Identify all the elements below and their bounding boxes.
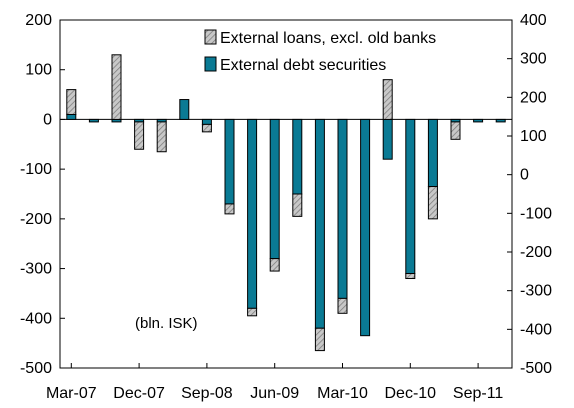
bar-securities-Sep-08 [201,118,212,125]
left-tick-label: -300 [20,261,52,278]
bar-loans-Mar-07 [66,89,77,115]
bar-securities-Mar-09 [247,118,258,309]
left-y-axis: 200 100 0 -100 -200 -300 -400 -500 [20,12,65,377]
left-tick-label: -400 [20,310,52,327]
right-tick-label: -200 [520,244,552,261]
bar-loans-Sep-07 [111,54,122,120]
right-tick-label: 300 [520,51,547,68]
bar-loans-Mar-11 [427,186,438,220]
bar-loans-Dec-09 [314,327,325,352]
bar-securities-Sep-11 [473,118,484,123]
bar-loans-Jun-11 [450,121,461,140]
bar-loans-Mar-08 [156,121,167,153]
bar-securities-Sep-09 [292,118,303,195]
bar-securities-Jun-09 [269,118,280,260]
x-axis: Mar-07 Dec-07 Sep-08 Jun-09 Mar-10 Dec-10 Sep-… [46,363,503,402]
bar-loans-Jun-09 [269,258,280,272]
legend-label-securities: External debt securities [220,57,386,74]
right-y-axis: 400 300 200 100 0 -100 -200 -300 -400 -500 [507,12,552,377]
x-tick-label: Jun-09 [250,385,299,402]
bar-securities-Jun-08 [179,99,190,120]
bar-securities-Dec-09 [314,118,325,329]
bar-securities-Mar-11 [427,118,438,188]
right-tick-label: -400 [520,321,552,338]
legend: External loans, excl. old banks External… [204,29,436,74]
bar-loans-Sep-08 [201,123,212,133]
bar-loans-Mar-10 [337,297,348,314]
bar-securities-Dec-08 [224,118,235,205]
bars-group [66,54,506,352]
bar-securities-Jun-10 [360,118,371,337]
legend-swatch-loans [204,29,217,45]
left-tick-label: 100 [25,62,52,79]
bar-securities-Sep-10 [382,118,393,160]
right-tick-label: 200 [520,89,547,106]
bar-loans-Sep-09 [292,193,303,217]
bar-securities-Dec-10 [405,118,416,275]
bar-loans-Mar-09 [247,307,258,317]
right-tick-label: -500 [520,360,552,377]
right-tick-label: 100 [520,128,547,145]
right-tick-label: 0 [520,167,529,184]
bar-securities-Dec-11 [495,118,506,123]
left-tick-label: -100 [20,161,52,178]
left-tick-label: -200 [20,211,52,228]
x-tick-label: Mar-10 [317,385,368,402]
bar-loans-Sep-10 [382,79,393,120]
x-tick-label: Mar-07 [46,385,97,402]
legend-swatch-securities [204,56,217,72]
bar-securities-Jun-07 [88,118,99,123]
bar-loans-Dec-08 [224,203,235,215]
legend-label-loans: External loans, excl. old banks [220,30,436,47]
left-tick-label: 200 [25,12,52,29]
bar-securities-Mar-10 [337,118,348,299]
plot-border [59,19,513,369]
x-tick-label: Sep-08 [181,385,233,402]
x-tick-label: Dec-07 [113,385,165,402]
bar-securities-Mar-07 [66,113,77,120]
right-tick-label: 400 [520,12,547,29]
left-tick-label: -500 [20,360,52,377]
left-tick-label: 0 [43,111,52,128]
bar-loans-Dec-07 [134,121,145,150]
right-tick-label: -300 [520,283,552,300]
unit-annotation: (bln. ISK) [135,315,198,332]
x-tick-label: Sep-11 [453,385,504,402]
x-tick-label: Dec-10 [385,385,437,402]
bar-loans-Dec-10 [405,273,416,280]
right-tick-label: -100 [520,205,552,222]
